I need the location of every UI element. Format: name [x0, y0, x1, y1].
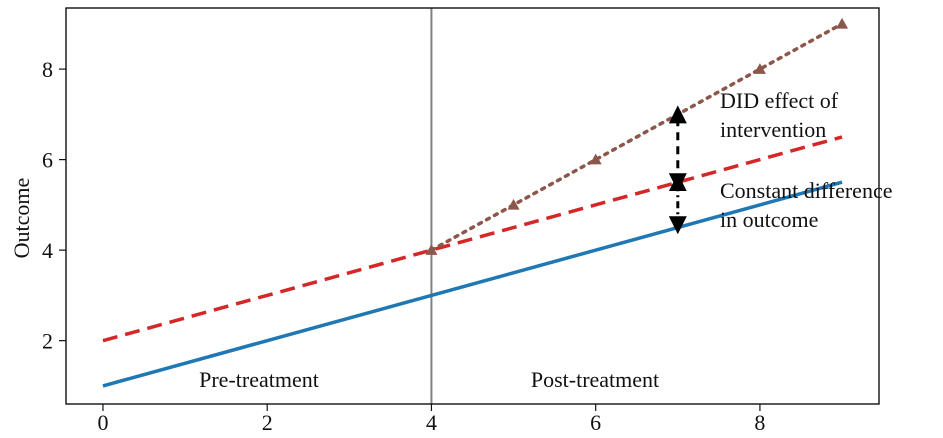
counterfactual-series-line: [102, 135, 843, 343]
y-tick-label: 4: [42, 238, 53, 263]
treated-series-marker: [753, 63, 766, 74]
axes-layer: 0 2 4 6 8 2 4 6 8: [42, 7, 880, 435]
did-effect-label-line-1: DID effect of: [720, 88, 839, 113]
treated-series-marker: [589, 153, 602, 165]
post-treatment-label: Post-treatment: [531, 367, 659, 392]
x-tick-label: 0: [97, 410, 108, 435]
x-tick-label: 6: [590, 410, 601, 435]
plot-layer: [102, 8, 849, 404]
control-series-line: [102, 180, 843, 388]
pre-treatment-label: Pre-treatment: [199, 367, 319, 392]
constant-difference-label-line-1: Constant difference: [720, 178, 892, 203]
x-tick-label: 8: [754, 410, 765, 435]
y-tick-label: 8: [42, 57, 53, 82]
constant-difference-label-line-2: in outcome: [720, 207, 818, 232]
y-axis-label: Outcome: [9, 178, 34, 259]
x-tick-label: 4: [426, 410, 437, 435]
y-tick-label: 6: [42, 148, 53, 173]
treated-series-marker: [507, 198, 520, 210]
x-tick-label: 2: [262, 410, 273, 435]
y-tick-label: 2: [42, 329, 53, 354]
did-effect-label-line-2: intervention: [720, 117, 826, 142]
plot-frame: [65, 7, 880, 405]
treated-series-marker: [836, 17, 849, 29]
treated-series-marker: [425, 244, 438, 255]
treated-series-line: [429, 22, 844, 252]
